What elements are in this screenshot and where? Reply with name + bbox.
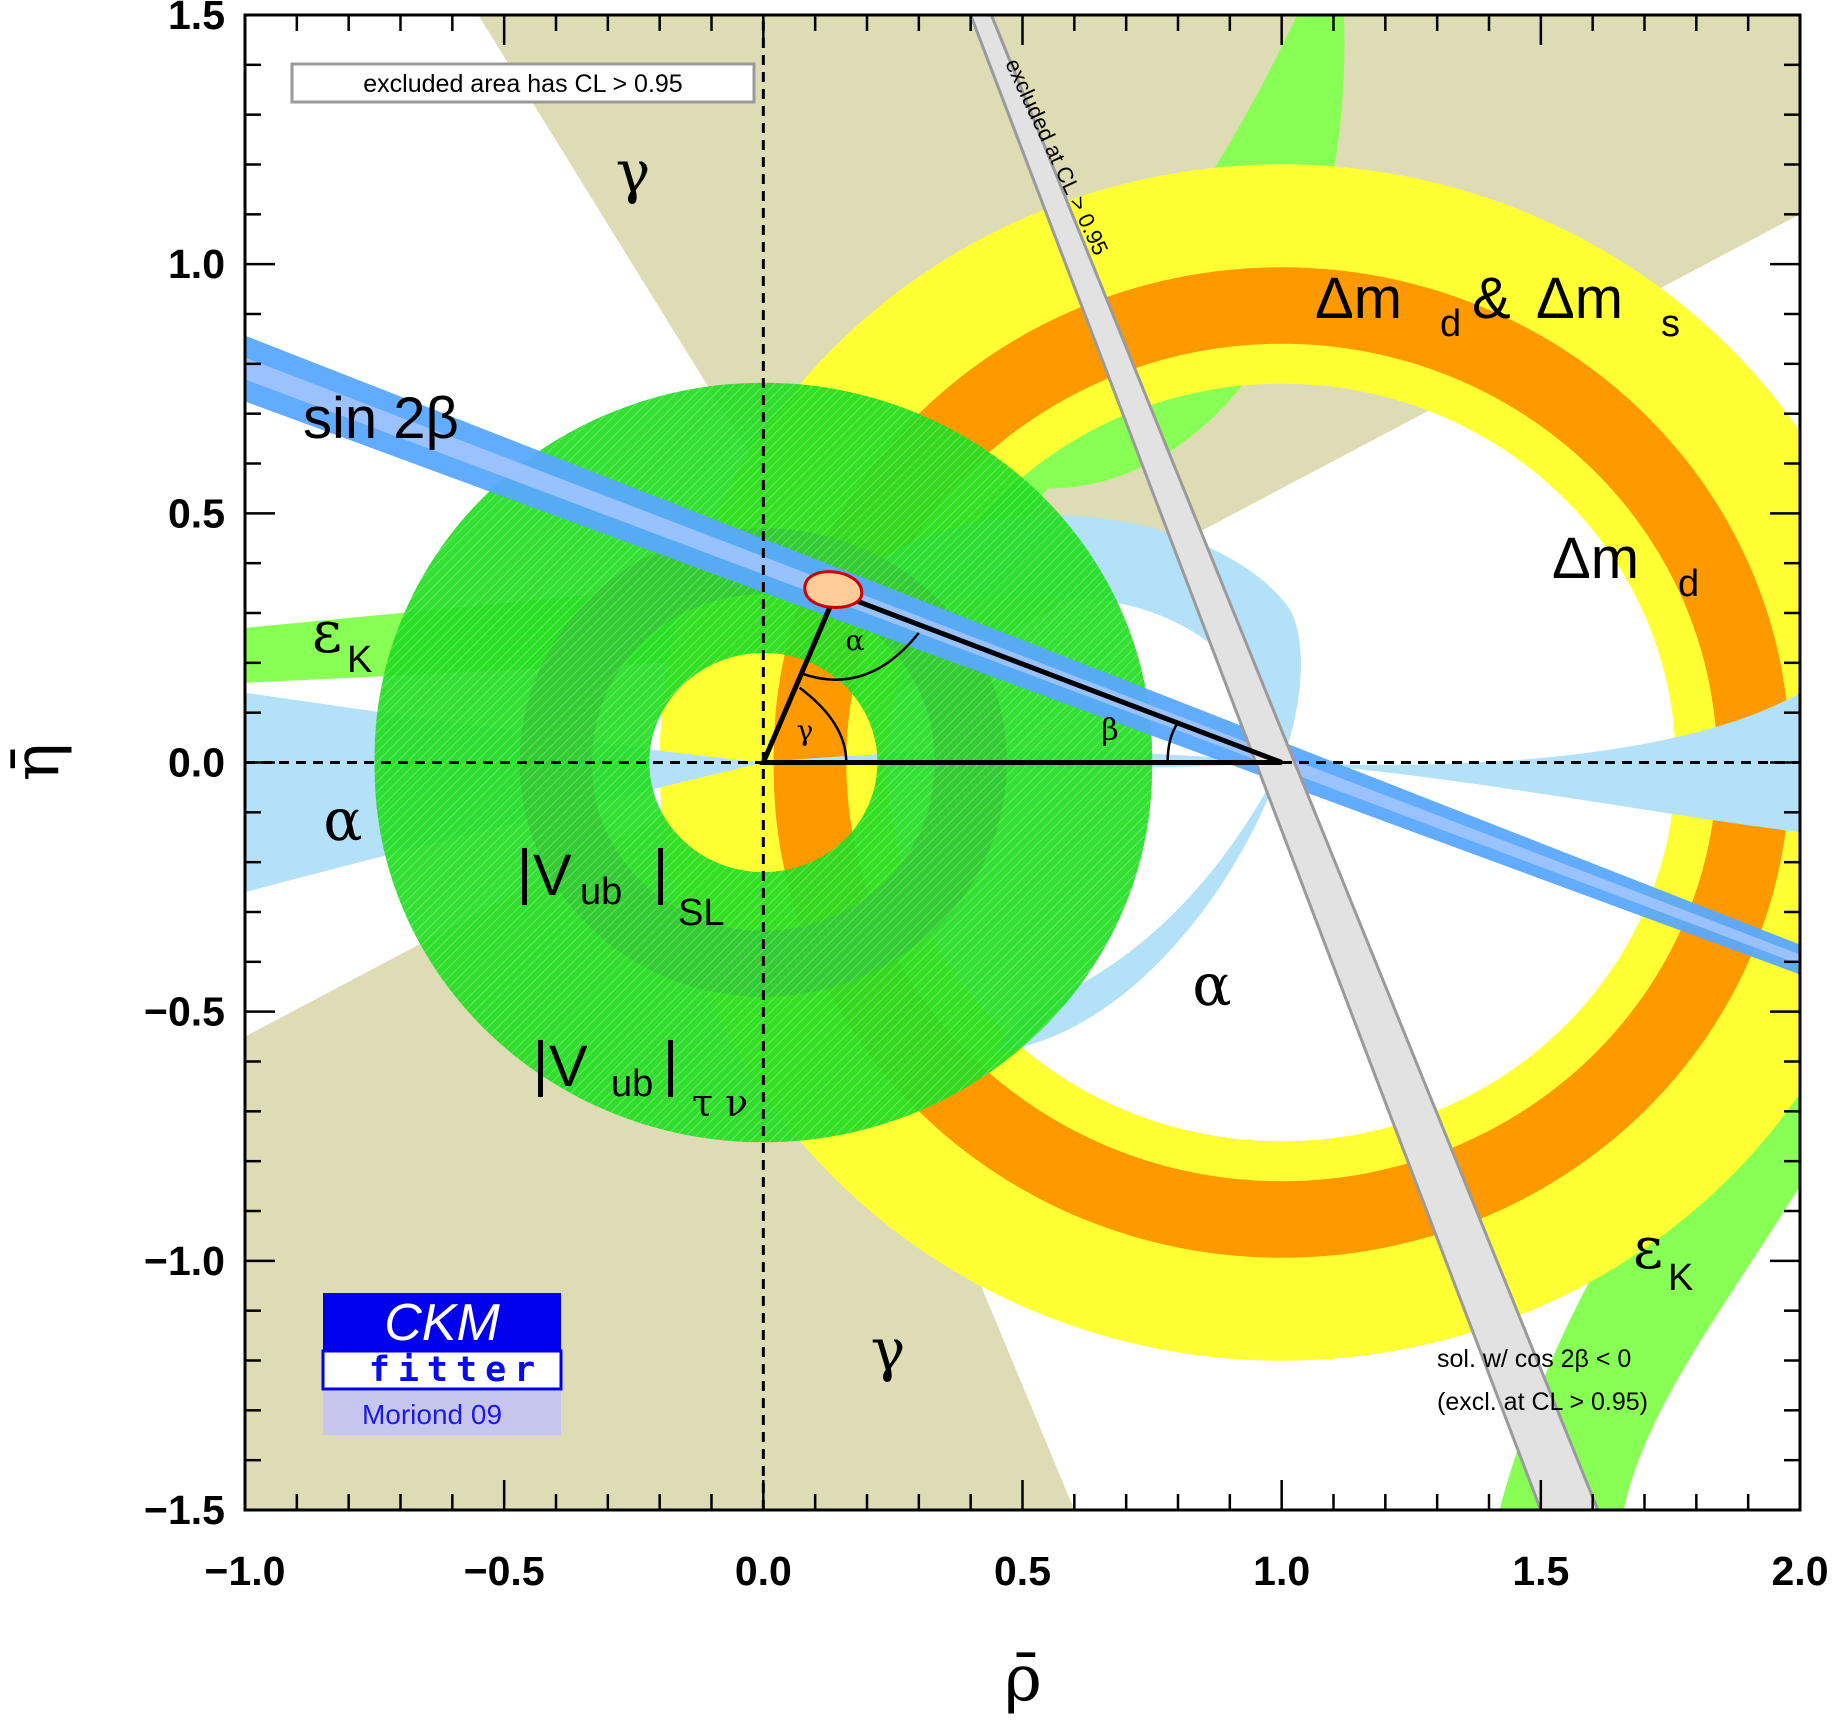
y-tick-label: 1.5 <box>168 0 225 38</box>
logo-mid-text: fitter <box>369 1350 543 1390</box>
x-tick-label: 2.0 <box>1772 1548 1829 1594</box>
y-tick-label: 0.5 <box>168 490 225 536</box>
label-vub-taunu-v: V <box>549 1034 588 1099</box>
ckmfitter-logo: CKM fitter Moriond 09 <box>321 1293 563 1435</box>
label-dmd-dms-d: d <box>1440 303 1461 345</box>
excluded-area-box <box>290 62 756 104</box>
label-epsk-left-eps: ε <box>312 598 342 666</box>
angle-arc-alpha <box>799 632 920 681</box>
logo-mid-bar <box>321 1349 563 1391</box>
x-tick-label: 0.5 <box>994 1548 1051 1594</box>
x-tick-label: 1.5 <box>1512 1548 1569 1594</box>
x-tick-label: 0.0 <box>735 1548 792 1594</box>
label-vub-taunu-ub: ub <box>611 1063 653 1105</box>
excluded-area-text: excluded area has CL > 0.95 <box>363 70 682 98</box>
y-tick-label: 1.0 <box>168 241 225 287</box>
triangle-label-gamma: γ <box>797 714 814 747</box>
sol-note-line1: sol. w/ cos 2β < 0 <box>1437 1345 1631 1373</box>
vub-hatch-overlay <box>374 382 1153 1143</box>
apex-contour <box>803 570 864 609</box>
label-vub-sl: V ub SL <box>522 843 724 934</box>
angle-arc-beta <box>1166 721 1180 763</box>
label-sin2beta: sin 2β <box>303 386 459 451</box>
label-vub-sl-v: V <box>533 843 572 908</box>
y-tick-label: 0.0 <box>168 740 225 786</box>
x-axis-title: ρ̄ <box>1004 1642 1042 1716</box>
angle-arc-gamma <box>798 686 848 763</box>
label-epsk-left-sub: K <box>347 639 372 681</box>
axis-ticks <box>243 13 1802 1512</box>
x-tick-label: 1.0 <box>1253 1548 1310 1594</box>
label-dmd-dms-dm2: Δm <box>1536 266 1623 331</box>
logo-bottom-text: Moriond 09 <box>362 1399 502 1430</box>
label-alpha-left: α <box>323 786 362 854</box>
x-tick-label: −1.0 <box>205 1548 286 1594</box>
y-tick-label: −1.0 <box>144 1238 225 1284</box>
sin2beta-core <box>245 357 1800 965</box>
label-vub-sl-ub: ub <box>580 871 622 913</box>
label-dmd-dms-dm1: Δm <box>1315 266 1402 331</box>
y-axis-title: η̄ <box>0 743 74 781</box>
unitarity-triangle <box>759 589 1283 765</box>
label-epsk-right: ε K <box>1633 1214 1693 1299</box>
label-dmd-dm: Δm <box>1552 526 1639 591</box>
label-vub-taunu-sub: τ ν <box>692 1081 748 1125</box>
logo-top-text: CKM <box>384 1294 500 1352</box>
y-tick-label: −0.5 <box>144 989 225 1035</box>
logo-bottom-bar <box>323 1391 561 1435</box>
y-tick-label: −1.5 <box>144 1487 225 1533</box>
sol-note-line2: (excl. at CL > 0.95) <box>1437 1388 1648 1416</box>
triangle-label-alpha: α <box>846 624 865 657</box>
label-dmd-d: d <box>1678 563 1699 605</box>
label-vub-taunu: V ub τ ν <box>538 1034 748 1125</box>
label-vub-sl-sub: SL <box>678 892 724 934</box>
label-dmd: Δm d <box>1552 526 1699 605</box>
label-epsk-right-sub: K <box>1668 1257 1693 1299</box>
label-epsk-left: ε K <box>312 598 372 681</box>
plot-regions <box>245 15 1800 1510</box>
label-vub-taunu-bar-left <box>538 1040 543 1097</box>
logo-top-bar <box>323 1293 561 1351</box>
label-vub-taunu-bar-right <box>668 1040 673 1097</box>
label-dmd-dms-s: s <box>1661 303 1680 345</box>
axis-tick-labels: −1.0 −0.5 0.0 0.5 1.0 1.5 2.0 −1.5 −1.0 −0.5 0.0 0.… <box>144 0 1828 1594</box>
label-dmd-dms-amp: & <box>1472 266 1511 331</box>
label-dmd-dms: Δm d & Δm s <box>1315 266 1680 345</box>
label-epsk-right-eps: ε <box>1633 1214 1663 1282</box>
label-vub-sl-bar-right <box>658 848 663 905</box>
label-gamma-bottom: γ <box>871 1316 906 1384</box>
label-alpha-right: α <box>1192 951 1231 1019</box>
label-gamma-top: γ <box>616 138 651 206</box>
x-tick-label: −0.5 <box>464 1548 545 1594</box>
label-vub-sl-bar-left <box>522 848 527 905</box>
triangle-label-beta: β <box>1101 713 1118 748</box>
